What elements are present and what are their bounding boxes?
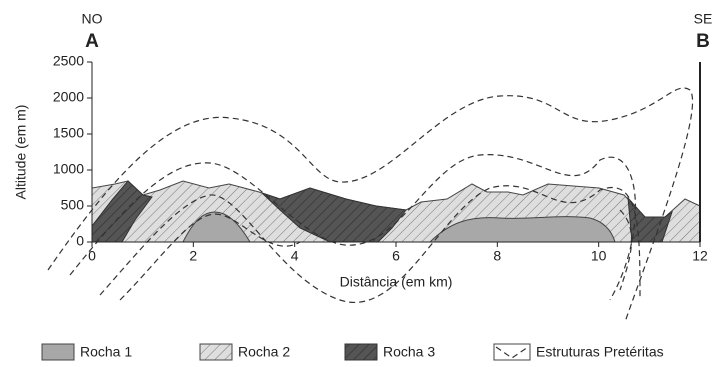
legend-label: Estruturas Pretéritas	[536, 344, 664, 360]
y-tick-label: 1500	[53, 125, 84, 141]
legend-label: Rocha 1	[80, 344, 132, 360]
x-tick-label: 6	[392, 248, 400, 264]
legend: Rocha 1 Rocha 2 Rocha 3 Estruturas Preté…	[42, 344, 664, 360]
direction-label: NO	[82, 11, 103, 27]
legend-label: Rocha 2	[238, 344, 290, 360]
point-label: A	[85, 31, 99, 52]
x-axis-title: Distância (em km)	[340, 274, 453, 290]
x-tick-label: 8	[493, 248, 501, 264]
y-axis-title: Altitude (em m)	[13, 105, 29, 200]
y-tick-label: 2000	[53, 89, 84, 105]
x-tick-label: 4	[291, 248, 299, 264]
x-tick-label: 12	[692, 248, 708, 264]
legend-swatch	[494, 344, 530, 360]
x-tick-label: 2	[189, 248, 197, 264]
legend-label: Rocha 3	[383, 344, 435, 360]
point-label: B	[696, 31, 710, 52]
x-tick-label: 0	[88, 248, 96, 264]
x-tick-label: 10	[591, 248, 607, 264]
y-tick-label: 0	[76, 233, 84, 249]
y-tick-label: 1000	[53, 161, 84, 177]
cross-section: NO A SE B Altitude (em m) Distância (em …	[0, 0, 723, 367]
y-tick-label: 500	[61, 197, 85, 213]
direction-label: SE	[694, 11, 713, 27]
y-tick-label: 2500	[53, 53, 84, 69]
legend-swatch	[200, 344, 232, 360]
legend-swatch	[345, 344, 377, 360]
legend-swatch	[42, 344, 74, 360]
